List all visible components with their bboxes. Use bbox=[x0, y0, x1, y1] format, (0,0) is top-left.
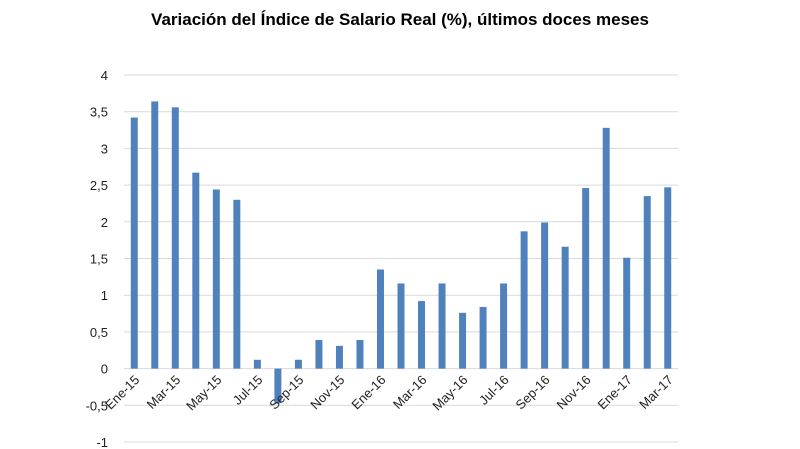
bar-ago-16 bbox=[520, 231, 528, 369]
y-tick-label: 2,5 bbox=[90, 178, 108, 193]
bar-may-16 bbox=[459, 312, 467, 369]
y-tick-label: 1,5 bbox=[90, 252, 108, 267]
x-tick-label: Sep-15 bbox=[266, 372, 306, 412]
bar-nov-15 bbox=[335, 345, 343, 369]
y-tick-label: 3 bbox=[101, 141, 108, 156]
bar-mar-17 bbox=[664, 187, 672, 369]
x-tick-label: May-16 bbox=[429, 372, 470, 413]
bar-jul-16 bbox=[500, 283, 508, 369]
bar-oct-15 bbox=[315, 339, 323, 369]
bar-feb-16 bbox=[397, 283, 405, 369]
chart-title: Variación del Índice de Salario Real (%)… bbox=[151, 10, 649, 29]
bar-may-15 bbox=[212, 189, 220, 369]
bar-mar-15 bbox=[171, 107, 179, 369]
bar-dic-16 bbox=[602, 127, 610, 369]
x-tick-label: May-15 bbox=[183, 372, 224, 413]
x-tick-label: Nov-16 bbox=[554, 372, 594, 412]
y-tick-label: 1 bbox=[101, 288, 108, 303]
x-tick-label: Mar-16 bbox=[390, 372, 430, 412]
y-axis-ticks: -1 -0,5 0 0,5 1 1,5 2 2,5 3 3,5 4 bbox=[86, 68, 108, 449]
bar-sep-15 bbox=[294, 359, 302, 369]
bar-feb-15 bbox=[151, 101, 159, 369]
bar-jul-15 bbox=[253, 359, 261, 369]
bar-ene-15 bbox=[130, 117, 138, 369]
bar-sep-16 bbox=[541, 222, 549, 369]
bar-dic-15 bbox=[356, 339, 364, 369]
y-tick-label: -1 bbox=[96, 435, 108, 449]
x-tick-label: Ene-16 bbox=[348, 372, 388, 412]
bar-abr-16 bbox=[438, 283, 446, 369]
x-tick-label: Jul-15 bbox=[230, 372, 266, 408]
y-tick-label: 2 bbox=[101, 215, 108, 230]
y-tick-label: 3,5 bbox=[90, 105, 108, 120]
bar-jun-15 bbox=[233, 199, 241, 369]
bar-jun-16 bbox=[479, 306, 487, 369]
bars bbox=[130, 101, 672, 404]
y-tick-label: 0,5 bbox=[90, 325, 108, 340]
x-axis-ticks: Ene-15 Mar-15 May-15 Jul-15 Sep-15 Nov-15 Ene-… bbox=[102, 372, 676, 413]
bar-mar-16 bbox=[418, 301, 426, 369]
x-tick-label: Ene-17 bbox=[595, 372, 635, 412]
x-tick-label: Ene-15 bbox=[102, 372, 142, 412]
x-tick-label: Jul-16 bbox=[476, 372, 512, 408]
y-tick-label: -0,5 bbox=[86, 398, 108, 413]
y-tick-label: 0 bbox=[101, 362, 108, 377]
y-tick-label: 4 bbox=[101, 68, 108, 83]
bar-abr-15 bbox=[192, 172, 200, 369]
bar-ago-15 bbox=[274, 368, 282, 404]
x-tick-label: Sep-16 bbox=[513, 372, 553, 412]
x-tick-label: Mar-17 bbox=[636, 372, 676, 412]
bar-feb-17 bbox=[643, 196, 651, 369]
bar-nov-16 bbox=[582, 188, 590, 369]
x-tick-label: Nov-15 bbox=[307, 372, 347, 412]
x-tick-label: Mar-15 bbox=[144, 372, 184, 412]
bar-ene-17 bbox=[623, 257, 631, 369]
bar-ene-16 bbox=[376, 269, 384, 369]
bar-oct-16 bbox=[561, 246, 569, 369]
